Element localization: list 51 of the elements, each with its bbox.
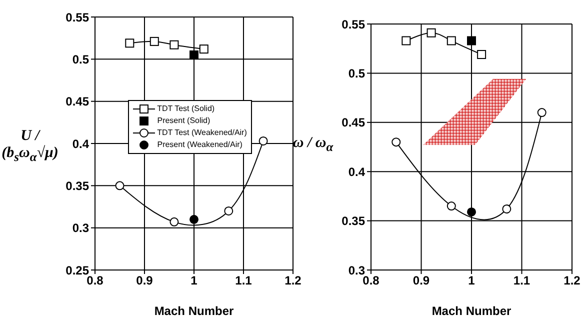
x-axis-title: Mach Number — [154, 304, 234, 318]
point — [190, 214, 198, 224]
point — [502, 204, 512, 214]
y-tick-label: 0.55 — [66, 10, 90, 24]
x-tick-label: 0.9 — [412, 274, 430, 288]
point — [392, 138, 401, 147]
y-tick-label: 0.3 — [72, 221, 90, 236]
y-axis-title: U / (b$_{s}$ω$_{α}$√μ) — [0, 128, 60, 165]
y-tick-label: 0.35 — [66, 178, 90, 193]
point — [224, 206, 234, 216]
point — [150, 36, 159, 46]
point — [199, 44, 208, 54]
point — [190, 50, 198, 60]
point — [125, 38, 134, 48]
y-tick-label: 0.5 — [348, 66, 366, 80]
x-axis-title: Mach Number — [432, 304, 512, 318]
point — [426, 28, 436, 38]
point — [467, 36, 476, 46]
y-tick-label: 0.55 — [342, 17, 366, 32]
point — [467, 207, 476, 216]
point — [477, 50, 486, 60]
y-tick-label: 0.35 — [342, 214, 366, 228]
y-tick-label: 0.45 — [66, 94, 90, 109]
point — [170, 40, 179, 50]
legend-label: Present (Solid) — [156, 115, 212, 127]
x-tick-label: 1.2 — [564, 274, 581, 288]
y-tick-label: 0.25 — [66, 263, 90, 278]
point — [115, 181, 124, 190]
legend-label: Present (Weakened/Air) — [156, 139, 244, 151]
point — [446, 36, 456, 46]
y-tick-label: 0.5 — [72, 52, 90, 66]
point — [402, 36, 411, 46]
point — [537, 108, 546, 118]
point — [170, 217, 179, 226]
y-tick-label: 0.45 — [342, 116, 366, 130]
point — [258, 136, 268, 146]
point — [446, 202, 456, 211]
x-tick-label: 1 — [190, 274, 198, 288]
x-tick-label: 0.8 — [362, 274, 380, 288]
x-tick-label: 1.1 — [235, 274, 252, 288]
y-axis-title: ω / ω$_{α}$ — [292, 135, 334, 155]
y-tick-label: 0.4 — [72, 136, 90, 151]
x-tick-label: 0.8 — [86, 274, 104, 288]
x-tick-label: 1.2 — [284, 274, 302, 288]
legend-label: TDT Test (Weakened/Air) — [156, 127, 247, 139]
x-tick-label: 1.1 — [513, 274, 530, 288]
x-tick-label: 0.9 — [136, 274, 154, 288]
x-tick-label: 1 — [468, 274, 476, 288]
y-tick-label: 0.3 — [348, 263, 366, 278]
legend-label: TDT Test (Solid) — [156, 103, 216, 115]
y-tick-label: 0.4 — [348, 164, 366, 179]
